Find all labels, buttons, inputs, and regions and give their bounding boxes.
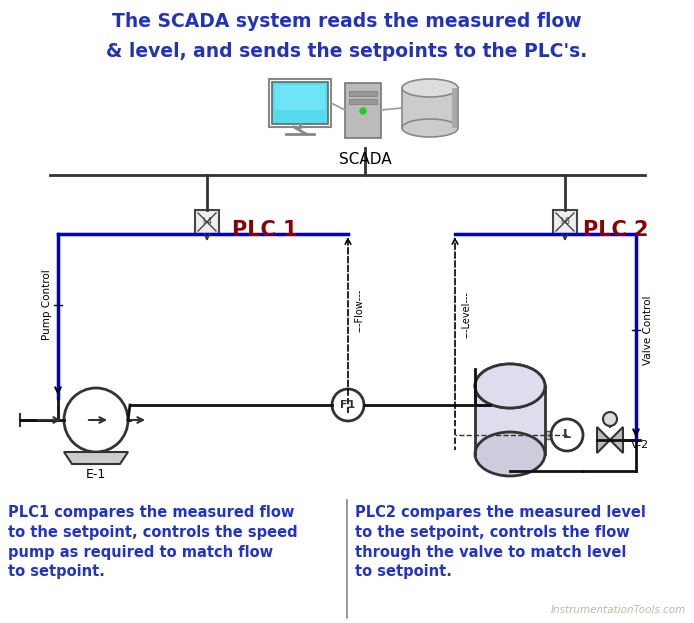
- Text: ---Flow---: ---Flow---: [355, 288, 365, 331]
- Bar: [345, 83, 381, 138]
- Circle shape: [603, 412, 617, 426]
- Circle shape: [332, 389, 364, 421]
- Circle shape: [551, 419, 583, 451]
- Text: & level, and sends the setpoints to the PLC's.: & level, and sends the setpoints to the …: [106, 42, 588, 61]
- Ellipse shape: [402, 119, 458, 137]
- Text: I-6: I-6: [560, 217, 570, 227]
- Bar: [195, 210, 219, 234]
- Text: PLC 1: PLC 1: [232, 220, 298, 240]
- Ellipse shape: [475, 432, 545, 476]
- Bar: [545, 431, 551, 439]
- Polygon shape: [64, 452, 128, 464]
- Polygon shape: [597, 427, 610, 453]
- Bar: [553, 210, 577, 234]
- Text: F1: F1: [340, 400, 355, 410]
- Bar: [475, 386, 545, 454]
- Text: I-4: I-4: [202, 217, 212, 227]
- Bar: [275, 85, 325, 110]
- Text: InstrumentationTools.com: InstrumentationTools.com: [551, 605, 686, 615]
- Text: Valve Control: Valve Control: [643, 295, 653, 364]
- Bar: [349, 99, 377, 104]
- Ellipse shape: [402, 79, 458, 97]
- Bar: [349, 91, 377, 96]
- Text: Pump Control: Pump Control: [42, 270, 52, 340]
- Polygon shape: [610, 427, 623, 453]
- Bar: [272, 82, 328, 124]
- Text: V-2: V-2: [631, 440, 649, 450]
- Text: PLC2 compares the measured level
to the setpoint, controls the flow
through the : PLC2 compares the measured level to the …: [355, 505, 646, 579]
- Ellipse shape: [475, 364, 545, 408]
- Text: PLC1 compares the measured flow
to the setpoint, controls the speed
pump as requ: PLC1 compares the measured flow to the s…: [8, 505, 298, 579]
- Ellipse shape: [475, 364, 545, 408]
- Text: L: L: [563, 429, 571, 442]
- Text: E-1: E-1: [86, 468, 106, 481]
- Text: The SCADA system reads the measured flow: The SCADA system reads the measured flow: [112, 12, 582, 31]
- Circle shape: [64, 388, 128, 452]
- Text: ---Level---: ---Level---: [462, 292, 472, 338]
- Bar: [402, 88, 458, 128]
- Text: PLC 2: PLC 2: [583, 220, 648, 240]
- Text: SCADA: SCADA: [339, 152, 391, 167]
- Bar: [269, 79, 331, 127]
- Circle shape: [360, 108, 366, 114]
- Bar: [452, 88, 458, 128]
